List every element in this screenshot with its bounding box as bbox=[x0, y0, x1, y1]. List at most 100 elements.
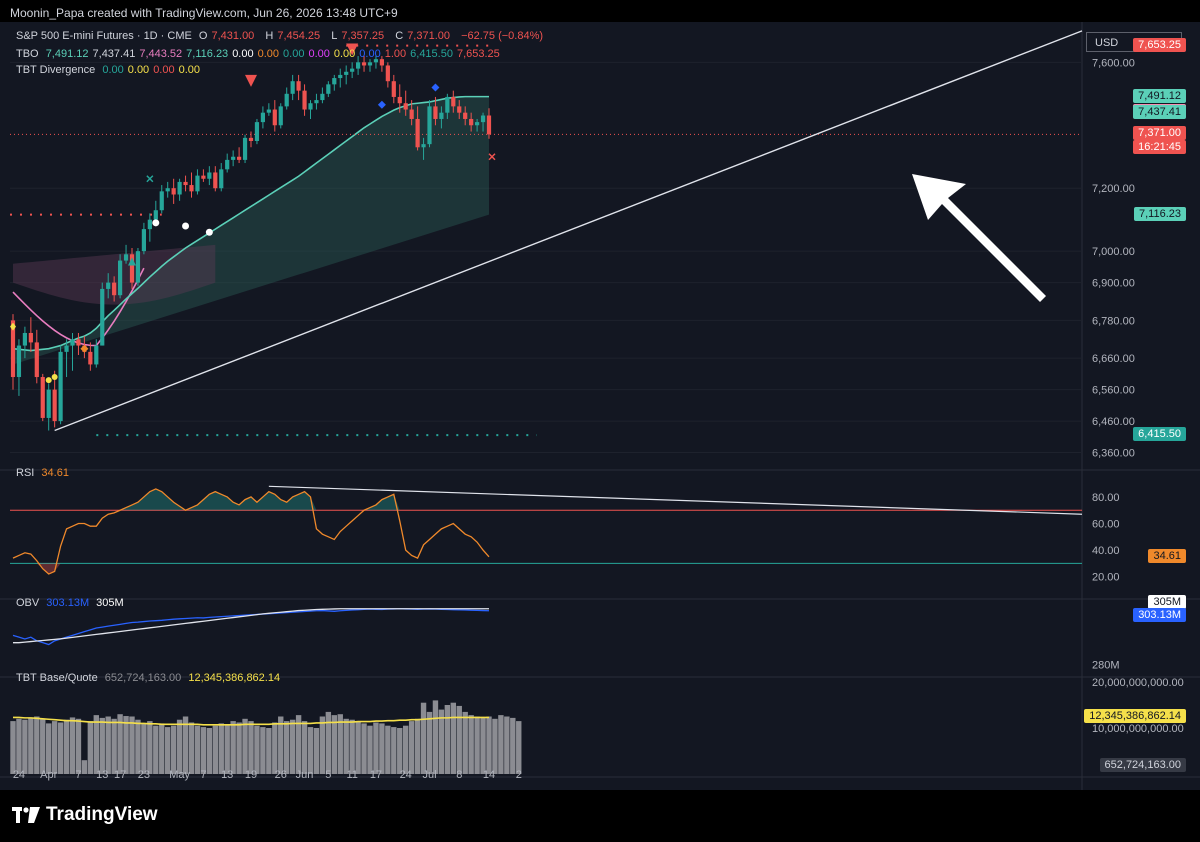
chart-area[interactable]: 7,600.00 7,200.00 7,000.00 6,900.00 6,780.00… bbox=[0, 22, 1200, 790]
tbo-value: 0.00 bbox=[359, 48, 381, 60]
base-quote-bar bbox=[391, 727, 397, 774]
base-quote-bar bbox=[462, 711, 468, 774]
base-quote-bar bbox=[63, 719, 70, 774]
candle-body bbox=[165, 188, 170, 192]
high-label: H 7,454.25 bbox=[265, 30, 321, 42]
base-quote-bar bbox=[444, 705, 451, 774]
base-quote-bar bbox=[105, 716, 111, 774]
candle-body bbox=[248, 137, 254, 141]
candle-body bbox=[201, 175, 206, 179]
candle-body bbox=[225, 159, 230, 170]
candle-body bbox=[391, 81, 396, 97]
candle-body bbox=[397, 96, 402, 104]
base-quote-bar bbox=[51, 721, 58, 774]
base-quote-bar bbox=[212, 725, 218, 774]
base-quote-bar bbox=[135, 719, 141, 774]
base-quote-bar bbox=[69, 717, 76, 774]
rsi-value: 34.61 bbox=[41, 467, 69, 479]
base-quote-bar bbox=[337, 714, 343, 774]
base-quote-bar bbox=[486, 716, 492, 774]
base-quote-bar bbox=[361, 723, 367, 774]
base-quote-bar bbox=[385, 725, 391, 774]
base-quote-bar bbox=[117, 714, 123, 774]
candle-body bbox=[302, 90, 307, 110]
main-legend: S&P 500 E-mini Futures · 1D · CME O 7,431… bbox=[16, 30, 547, 42]
obv-tick-label: 280M bbox=[1092, 660, 1120, 672]
base-quote-bar bbox=[206, 728, 213, 774]
candle-body bbox=[332, 78, 337, 85]
symbol-name: S&P 500 E-mini Futures · 1D · CME bbox=[16, 30, 192, 42]
time-tick-label: 7 bbox=[75, 769, 81, 781]
divergence-name: TBT Divergence bbox=[16, 64, 96, 76]
base-quote-bar bbox=[87, 721, 94, 774]
price-tag: 7,653.25 bbox=[1133, 37, 1186, 52]
base-quote-bar bbox=[403, 725, 409, 774]
base-quote-bar bbox=[272, 722, 278, 774]
base-quote-bar bbox=[176, 719, 183, 774]
open-label: O 7,431.00 bbox=[198, 30, 255, 42]
price-tick-label: 6,780.00 bbox=[1092, 315, 1135, 327]
tbo-cloud bbox=[13, 96, 489, 365]
candle-body bbox=[159, 191, 164, 211]
base-quote-bar bbox=[492, 718, 498, 774]
divergence-dot bbox=[205, 228, 213, 236]
base-quote-bar bbox=[46, 723, 52, 774]
candle-body bbox=[409, 109, 414, 119]
change-value: −62.75 (−0.84%) bbox=[461, 30, 544, 42]
candle-body bbox=[314, 100, 319, 104]
base-quote-bar bbox=[129, 716, 135, 774]
base-quote-ma-tag: 12,345,386,862.14 bbox=[1084, 709, 1186, 724]
base-quote-bar bbox=[313, 728, 320, 774]
candle-body bbox=[296, 81, 301, 91]
candle-body bbox=[272, 109, 277, 126]
watermark-text: TradingView bbox=[46, 804, 158, 825]
base-quote-ma-line bbox=[13, 716, 489, 726]
chart-svg[interactable]: 7,600.00 7,200.00 7,000.00 6,900.00 6,780.00… bbox=[0, 22, 1200, 790]
candle-body bbox=[254, 122, 260, 141]
candle-body bbox=[129, 254, 135, 283]
divergence-value: 0.00 bbox=[127, 64, 150, 76]
candle-body bbox=[219, 169, 224, 189]
yellow-dot bbox=[51, 374, 58, 381]
base-quote-bar bbox=[319, 716, 326, 774]
base-quote-bar bbox=[248, 721, 254, 774]
low-label: L 7,357.25 bbox=[331, 30, 385, 42]
divergence-value: 0.00 bbox=[153, 64, 175, 76]
time-tick-label: 26 bbox=[275, 769, 287, 781]
base-quote-legend: TBT Base/Quote 652,724,163.00 12,345,386… bbox=[16, 672, 284, 684]
base-quote-bar bbox=[57, 722, 64, 774]
candle-body bbox=[266, 109, 271, 113]
pink-cloud bbox=[13, 244, 216, 305]
base-quote-bar bbox=[22, 719, 28, 774]
base-quote-bar bbox=[284, 721, 290, 774]
snapshot-title: Moonin_Papa created with TradingView.com… bbox=[10, 6, 398, 20]
candle-body bbox=[141, 229, 146, 252]
base-quote-bar bbox=[123, 716, 129, 774]
candle-body bbox=[403, 103, 408, 110]
rsi-tick-label: 80.00 bbox=[1092, 492, 1120, 504]
price-tick-label: 7,200.00 bbox=[1092, 183, 1135, 195]
time-tick-label: Jul bbox=[422, 769, 436, 781]
candle-body bbox=[350, 68, 355, 72]
sell-signal-triangle bbox=[245, 74, 257, 87]
time-tick-label: Apr bbox=[40, 769, 57, 781]
base-quote-bar bbox=[379, 723, 385, 774]
x-marker-red bbox=[488, 153, 496, 161]
candle-body bbox=[106, 282, 111, 289]
base-quote-tick-label: 10,000,000,000.00 bbox=[1092, 723, 1184, 735]
base-quote-bar bbox=[111, 718, 117, 774]
tbo-value: 0.00 bbox=[232, 48, 254, 60]
base-quote-bar bbox=[236, 722, 242, 774]
time-tick-label: 11 bbox=[346, 769, 357, 781]
base-quote-bar bbox=[75, 718, 82, 774]
rsi-oversold-fill bbox=[13, 563, 489, 575]
buy-signal-triangle bbox=[128, 257, 136, 266]
rsi-tick-label: 60.00 bbox=[1092, 519, 1120, 531]
price-tick-label: 6,460.00 bbox=[1092, 416, 1135, 428]
candle-body bbox=[367, 62, 373, 66]
obv-ma-value: 305M bbox=[96, 597, 124, 609]
time-tick-label: 24 bbox=[13, 769, 25, 781]
blue-diamond-marker bbox=[377, 100, 386, 109]
candle-body bbox=[70, 339, 75, 346]
tbo-value: 1.00 bbox=[384, 48, 407, 60]
